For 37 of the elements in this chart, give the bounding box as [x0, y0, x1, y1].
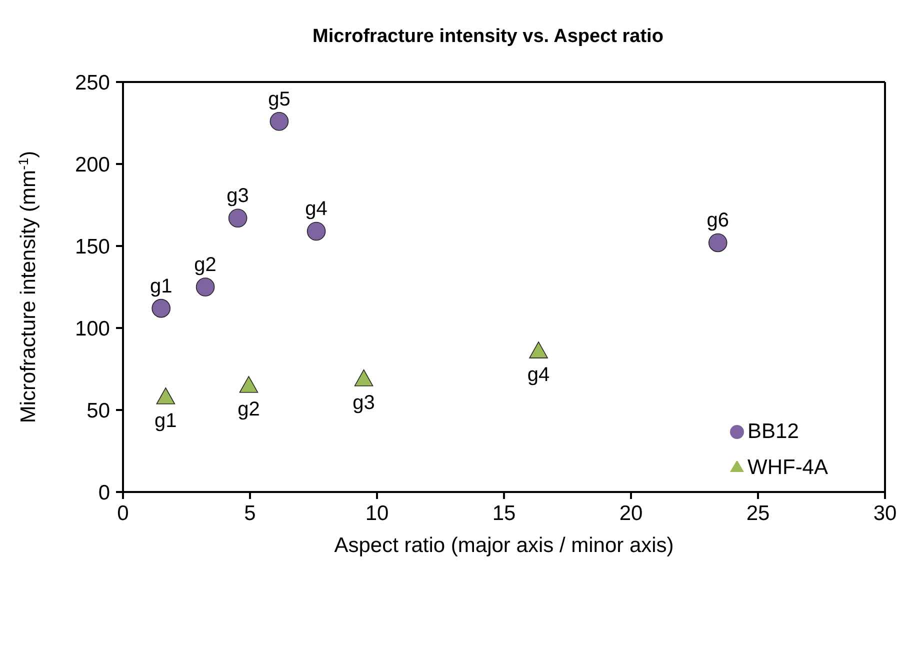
x-tick-label: 25	[746, 502, 770, 525]
legend-label: WHF-4A	[748, 456, 828, 479]
point	[354, 369, 374, 386]
point	[196, 278, 215, 296]
x-tick-label: 20	[619, 502, 643, 525]
annotation: g3	[226, 185, 249, 208]
point	[708, 233, 728, 252]
annotation: g2	[194, 254, 216, 276]
point	[156, 387, 176, 404]
y-tick-label: 200	[74, 153, 110, 176]
annotation: g4	[527, 364, 550, 386]
annotation: g5	[268, 88, 290, 110]
annotation: g6	[706, 210, 729, 232]
y-tick-label: 250	[74, 71, 110, 94]
point	[529, 342, 548, 358]
point	[270, 112, 289, 131]
x-tick-label: 30	[873, 502, 897, 525]
annotation: g4	[305, 198, 328, 220]
y-tick-label: 50	[86, 399, 110, 422]
annotation: g2	[238, 398, 260, 420]
point	[228, 208, 248, 228]
point	[152, 298, 170, 318]
annotation: g1	[154, 410, 177, 432]
annotation: g1	[150, 275, 172, 298]
x-tick-label: 0	[117, 502, 129, 525]
x-axis-title: Aspect ratio (major axis / minor axis)	[334, 534, 674, 557]
x-tick-label: 5	[244, 502, 256, 525]
y-tick-label: 0	[98, 481, 110, 504]
y-tick-label: 150	[74, 235, 110, 258]
point	[239, 376, 258, 393]
x-tick-label: 10	[365, 502, 389, 525]
x-tick-label: 15	[492, 502, 516, 525]
point	[306, 222, 326, 241]
annotation: g3	[352, 392, 375, 414]
legend-label: BB12	[748, 420, 799, 443]
chart-title: Microfracture intensity vs. Aspect ratio	[312, 25, 664, 49]
y-tick-label: 100	[74, 317, 110, 340]
